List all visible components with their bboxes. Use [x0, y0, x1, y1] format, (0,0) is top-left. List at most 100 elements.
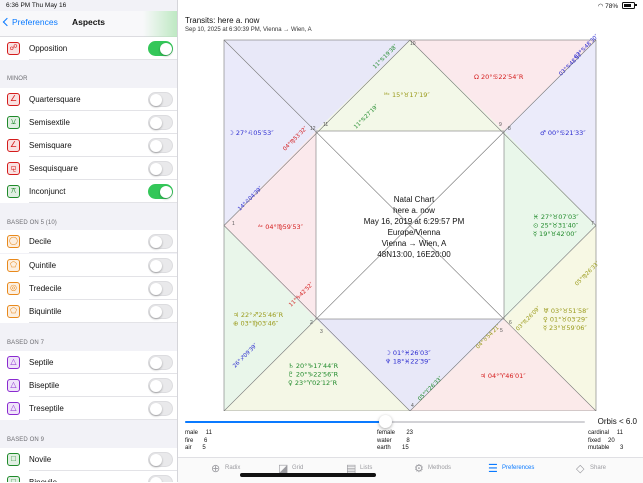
septile-toggle[interactable] — [148, 355, 173, 370]
house-area-6[interactable] — [504, 225, 596, 412]
back-button[interactable]: Preferences — [2, 17, 58, 27]
aspect-label: Semisquare — [29, 141, 72, 150]
planet-position[interactable]: ♄ 20°♑17′44″R — [288, 362, 339, 370]
chart-subtitle: Sep 10, 2025 at 6:30:39 PM, Vienna → Wie… — [185, 27, 312, 33]
aspect-label: Biquintile — [29, 307, 62, 316]
semisquare-toggle[interactable] — [148, 138, 173, 153]
tab-methods[interactable]: ⚙ Methods — [414, 464, 451, 475]
house-number-6: 6 — [509, 320, 512, 326]
grid-icon: ◪ — [278, 463, 289, 475]
aspect-row-quintile: ⬠ Quintile — [0, 254, 177, 277]
semisextile-toggle[interactable] — [148, 115, 173, 130]
center-line-5: Vienna → Wien, A — [382, 239, 447, 248]
tab-bar: ⊕ Radix ◪ Grid ▤ Lists ⚙ Methods ☰ Preferences ◇ Sh… — [178, 457, 643, 483]
chart-title: Transits: here a. now — [185, 16, 260, 25]
planet-position[interactable]: ♃ 04°♈46′01″ — [480, 372, 526, 380]
aspect-label: Biseptile — [29, 381, 60, 390]
share-icon: ◇ — [576, 463, 585, 475]
planet-position[interactable]: ♅ 03°♉51′58″ — [543, 307, 589, 315]
house-area-5[interactable] — [504, 131, 596, 319]
planet-position[interactable]: ☿ 23°♉59′06″ — [543, 324, 587, 332]
planet-position[interactable]: ⊕ 03°♍03′46″ — [233, 320, 279, 328]
stat-row: air 5 — [185, 445, 212, 453]
planet-position[interactable]: ☽ 27°♌05′53″ — [228, 129, 274, 137]
house-area-10[interactable] — [224, 225, 316, 412]
planet-position[interactable]: ☿ 19°♉42′00″ — [533, 230, 577, 238]
tredecile-toggle[interactable] — [148, 281, 173, 296]
planet-position[interactable]: ♀ 01°♉03′29″ — [543, 316, 588, 324]
biquintile-toggle[interactable] — [148, 304, 173, 319]
biseptile-toggle[interactable] — [148, 378, 173, 393]
quartersquare-toggle[interactable] — [148, 92, 173, 107]
stat-value: 11 — [616, 430, 624, 436]
quintile-toggle[interactable] — [148, 258, 173, 273]
house-area-2[interactable] — [316, 40, 504, 131]
house-area-4[interactable] — [504, 40, 596, 226]
stat-key: water — [377, 437, 392, 444]
planet-position[interactable]: ᴹᶜ 15°♉17′19″ — [384, 91, 430, 99]
house-area-1[interactable] — [224, 40, 410, 131]
stat-value: 23 — [406, 430, 414, 436]
tab-label: Grid — [292, 465, 304, 471]
stats-col-3: cardinal 11 fixed 20 mutable 3 — [588, 430, 623, 453]
battery-percent: 78% — [605, 3, 619, 10]
binovile-toggle[interactable] — [148, 475, 173, 482]
stat-key: mutable — [588, 445, 610, 452]
tab-grid[interactable]: ◪ Grid — [278, 464, 303, 475]
quartersquare-icon: ∠ — [7, 93, 20, 106]
orbis-slider-knob[interactable] — [379, 415, 392, 428]
septile-icon: △ — [7, 356, 20, 369]
house-number-8: 8 — [508, 126, 511, 132]
tab-share[interactable]: ◇ Share — [576, 464, 606, 475]
stat-row: water 8 — [377, 438, 413, 446]
planet-position[interactable]: ♀ 23°♈02′12″R — [288, 379, 338, 387]
decile-toggle[interactable] — [148, 234, 173, 249]
orbis-slider[interactable] — [185, 415, 585, 428]
semisextile-icon: ⚺ — [7, 116, 20, 129]
inconjunct-toggle[interactable] — [148, 184, 173, 199]
radix-wheel-icon: ⊕ — [211, 463, 221, 475]
planet-position[interactable]: ♃ 22°♐25′46″R — [233, 311, 284, 319]
planet-position[interactable]: ᴬᶜ 04°♍59′53″ — [258, 223, 304, 231]
novile-toggle[interactable] — [148, 452, 173, 467]
aspect-row-opposition: ☍ Opposition — [0, 37, 177, 60]
home-indicator — [240, 473, 376, 477]
planet-position[interactable]: ⊙ 25°♉31′40″ — [533, 222, 579, 230]
aspect-label: Quintile — [29, 261, 57, 270]
house-area-7[interactable] — [410, 319, 596, 411]
aspect-row-biquintile: ⬠ Biquintile — [0, 300, 177, 323]
sesquisquare-toggle[interactable] — [148, 161, 173, 176]
biseptile-icon: △ — [7, 379, 20, 392]
section-header-novile_header: BASED ON 9 — [7, 437, 45, 443]
planet-position[interactable]: ♇ 20°♑22′56″R — [288, 371, 339, 379]
stat-row: mutable 3 — [588, 445, 623, 453]
tab-radix[interactable]: ⊕ Radix — [211, 464, 240, 475]
stat-value: 15 — [402, 445, 409, 452]
stat-key: male — [185, 430, 199, 436]
house-area-11[interactable] — [224, 131, 316, 319]
inconjunct-icon: ⚻ — [7, 185, 20, 198]
tab-preferences[interactable]: ☰ Preferences — [488, 464, 534, 475]
house-area-12[interactable] — [224, 40, 316, 226]
planet-position[interactable]: Ω 20°♋22′54″R — [474, 73, 524, 81]
orbis-label: Orbis < 6.0 — [597, 417, 637, 426]
house-number-7: 7 — [591, 221, 594, 227]
tab-lists[interactable]: ▤ Lists — [346, 464, 372, 475]
methods-icon: ⚙ — [414, 463, 424, 475]
opposition-toggle[interactable] — [148, 41, 173, 56]
stat-key: earth — [377, 445, 391, 452]
house-area-9[interactable] — [224, 319, 410, 411]
stat-key: fire — [185, 437, 194, 444]
planet-position[interactable]: ♂ 00°♋21′33″ — [540, 129, 586, 137]
aspect-row-sesquisquare: ⚼ Sesquisquare — [0, 157, 177, 180]
aspect-row-quartersquare: ∠ Quartersquare — [0, 88, 177, 111]
treseptile-toggle[interactable] — [148, 401, 173, 416]
stat-value: 3 — [620, 445, 624, 452]
house-area-8[interactable] — [316, 319, 504, 411]
planet-position[interactable]: ☽ 01°♓26′03″ — [385, 349, 431, 357]
planet-position[interactable]: ♆ 18°♓22′39″ — [385, 358, 431, 366]
planet-position[interactable]: ♓ 27°♉07′03″ — [533, 213, 579, 221]
stat-value: 20 — [608, 437, 615, 444]
house-area-3[interactable] — [410, 40, 596, 131]
